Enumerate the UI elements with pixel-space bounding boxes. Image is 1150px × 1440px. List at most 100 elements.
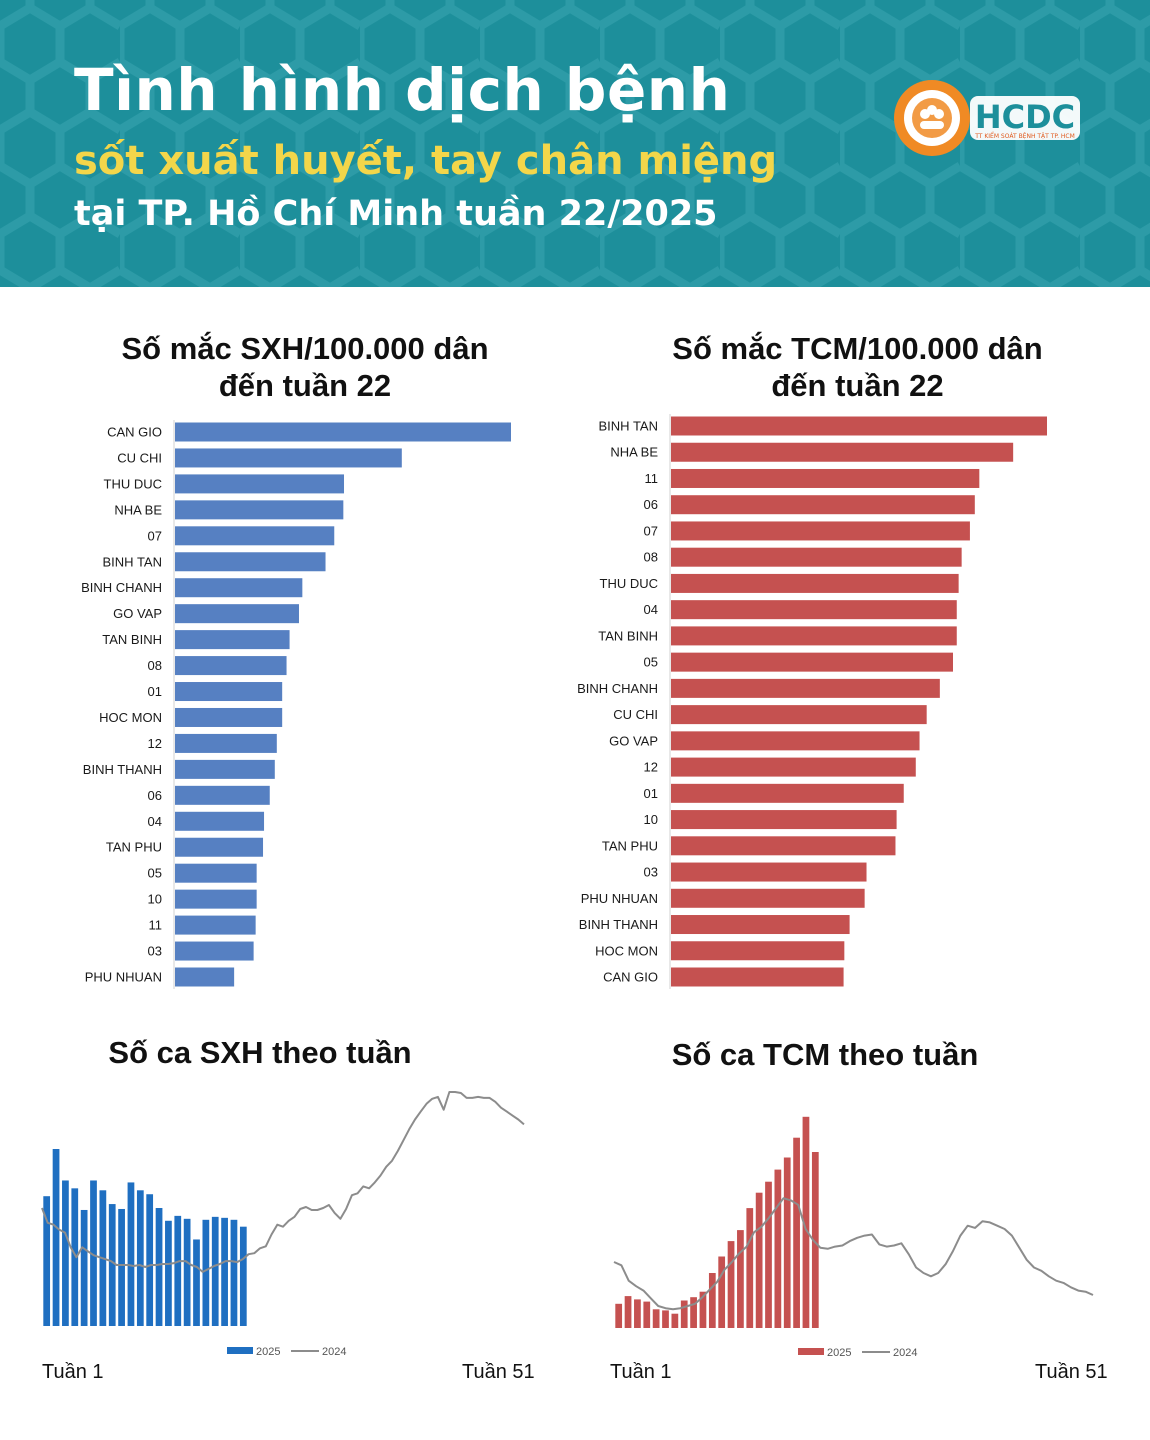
sxh-week-bar-2025 [202, 1219, 210, 1326]
sxh-rate-category-label: PHU NHUAN [85, 970, 162, 985]
tcm-rate-bar [671, 678, 940, 698]
tcm-rate-bar [671, 652, 953, 672]
sxh-rate-bar [175, 889, 257, 909]
sxh-week-bar-2025 [239, 1226, 247, 1326]
sxh-rate-bar [175, 759, 275, 779]
tcm-rate-category-label: 04 [644, 602, 658, 617]
sxh-week-bar-2025 [155, 1208, 163, 1326]
sxh-rate-category-label: 08 [148, 658, 162, 673]
sxh-rate-category-label: THU DUC [104, 476, 163, 491]
tcm-weekly-chart-title: Số ca TCM theo tuần [671, 1037, 979, 1072]
tcm-rate-bar [671, 967, 844, 987]
sxh-rate-bar [175, 526, 335, 546]
sxh-week-bar-2025 [136, 1190, 144, 1326]
sxh-rate-category-label: TAN BINH [102, 632, 162, 647]
sxh-rate-category-label: 01 [148, 684, 162, 699]
logo-text: HCDC [975, 98, 1075, 136]
sxh-week-bar-2025 [90, 1180, 97, 1326]
tcm-rate-category-label: 07 [644, 523, 658, 538]
sxh-rate-bar [175, 811, 265, 831]
sxh-week-legend-swatch-2025 [227, 1347, 253, 1354]
tcm-week-bar-2025 [699, 1291, 707, 1328]
sxh-rate-bar [175, 707, 283, 727]
tcm-week-bar-2025 [802, 1116, 810, 1328]
tcm-week-bar-2025 [774, 1169, 782, 1328]
sxh-rate-bar [175, 733, 277, 753]
sxh-rate-category-label: HOC MON [99, 710, 162, 725]
tcm-week-bar-2025 [737, 1230, 744, 1328]
tcm-rate-bar [671, 547, 962, 567]
tcm-rate-bar [671, 626, 957, 646]
tcm-rate-bar [671, 521, 970, 541]
sxh-rate-bar [175, 967, 235, 987]
tcm-rate-bar [671, 757, 916, 777]
tcm-rate-bar [671, 705, 927, 725]
tcm-rate-category-label: 08 [644, 550, 658, 565]
title-line-3: tại TP. Hồ Chí Minh tuần 22/2025 [74, 194, 718, 234]
sxh-week-bar-2025 [52, 1149, 60, 1326]
sxh-rate-bar [175, 552, 326, 572]
tcm-week-bar-2025 [615, 1303, 623, 1328]
sxh-x-start-label: Tuần 1 [42, 1361, 104, 1383]
tcm-rate-category-label: 06 [644, 497, 658, 512]
sxh-rate-chart-title: Số mắc SXH/100.000 dân đến tuần 22 [121, 331, 489, 403]
tcm-week-bar-2025 [727, 1241, 735, 1328]
tcm-rate-bar [671, 468, 980, 488]
sxh-rate-category-label: 05 [148, 866, 162, 881]
sxh-weekly-chart-title: Số ca SXH theo tuần [108, 1035, 412, 1070]
sxh-week-bar-2025 [71, 1188, 79, 1326]
sxh-rate-bar [175, 656, 287, 676]
sxh-rate-bar [175, 837, 264, 857]
tcm-week-bar-2025 [643, 1301, 651, 1328]
tcm-x-start-label: Tuần 1 [610, 1361, 672, 1383]
header-banner: Tình hình dịch bệnh sốt xuất huyết, tay … [0, 0, 1150, 287]
tcm-week-bar-2025 [680, 1300, 688, 1328]
tcm-week-line-2024 [613, 1197, 1094, 1311]
sxh-week-legend-label-2024: 2024 [322, 1346, 346, 1358]
tcm-week-bar-2025 [652, 1309, 660, 1328]
sxh-rate-bar [175, 941, 254, 961]
sxh-rate-category-label: TAN PHU [106, 840, 162, 855]
sxh-week-bar-2025 [193, 1239, 200, 1326]
sxh-rate-category-label: 07 [148, 528, 162, 543]
sxh-rate-category-label: BINH TAN [103, 554, 162, 569]
sxh-rate-bar [175, 500, 344, 520]
sxh-rate-category-label: NHA BE [114, 502, 162, 517]
tcm-week-bar-2025 [624, 1296, 632, 1328]
sxh-week-bar-2025 [183, 1218, 191, 1326]
sxh-rate-category-label: 11 [149, 918, 163, 933]
sxh-rate-category-label: CAN GIO [107, 425, 162, 440]
tcm-rate-bar [671, 810, 897, 830]
tcm-week-bar-2025 [783, 1157, 791, 1328]
tcm-rate-category-label: 10 [644, 812, 658, 827]
tcm-rate-chart-title: Số mắc TCM/100.000 dân đến tuần 22 [672, 331, 1043, 403]
tcm-week-bar-2025 [634, 1299, 641, 1328]
sxh-rate-bar [175, 448, 402, 468]
sxh-week-bar-2025 [127, 1182, 135, 1326]
sxh-rate-category-label: 06 [148, 788, 162, 803]
tcm-week-bar-2025 [765, 1181, 772, 1328]
tcm-week-bar-2025 [746, 1208, 754, 1328]
tcm-rate-bar [671, 573, 959, 593]
sxh-rate-bar [175, 785, 270, 805]
sxh-week-bar-2025 [221, 1217, 228, 1326]
tcm-week-bar-2025 [708, 1273, 716, 1328]
tcm-rate-category-label: 03 [644, 865, 658, 880]
tcm-rate-bar [671, 888, 865, 908]
sxh-week-bar-2025 [146, 1194, 154, 1326]
tcm-week-bar-2025 [662, 1310, 669, 1328]
sxh-rate-category-label: 12 [148, 736, 162, 751]
sxh-rate-bar [175, 630, 290, 650]
sxh-week-bar-2025 [108, 1204, 116, 1326]
title-line-1: Tình hình dịch bệnh [74, 56, 731, 124]
tcm-rate-bar [671, 600, 957, 620]
sxh-rate-bar [175, 915, 256, 935]
sxh-week-bar-2025 [118, 1208, 125, 1326]
tcm-week-legend-label-2024: 2024 [893, 1347, 917, 1359]
logo-subtext: TT KIỂM SOÁT BỆNH TẬT TP. HCM [974, 132, 1075, 140]
sxh-week-bar-2025 [211, 1216, 219, 1326]
sxh-rate-bar [175, 422, 511, 442]
sxh-rate-category-label: BINH CHANH [81, 580, 162, 595]
